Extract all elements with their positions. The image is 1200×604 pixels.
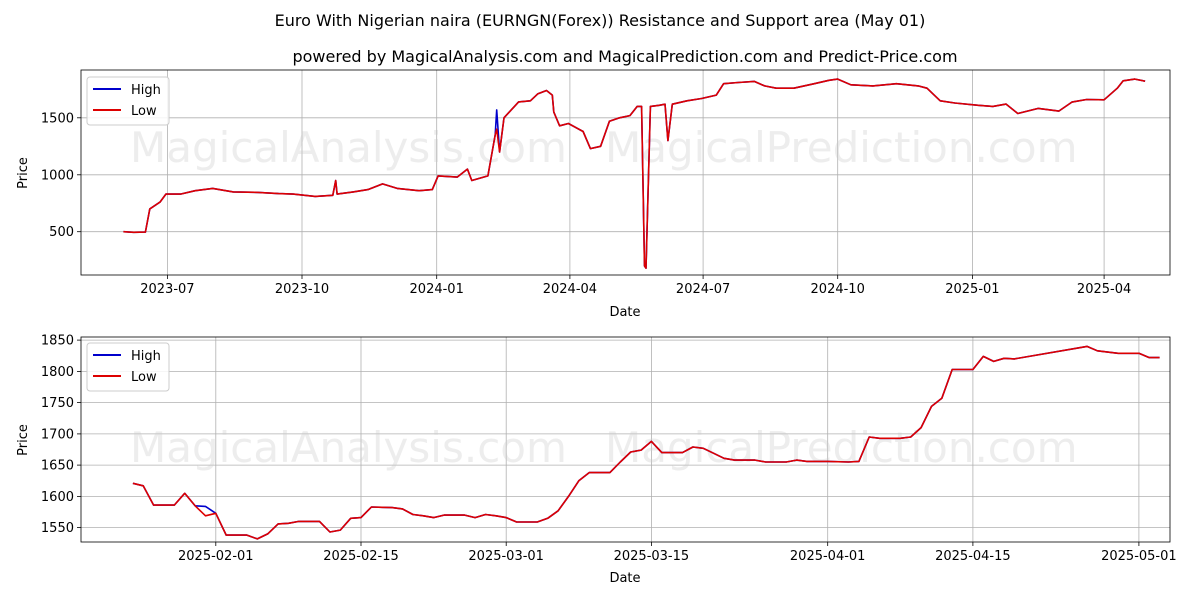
- bottom-legend: High Low: [86, 342, 170, 392]
- bottom-x-tick-label: 2025-03-01: [468, 549, 544, 564]
- bottom-x-tick-label: 2025-04-01: [790, 549, 866, 564]
- bottom-y-axis-label: Price: [16, 424, 31, 456]
- top-x-tick-label: 2025-04: [1077, 282, 1131, 297]
- bottom-plot-frame: [80, 336, 1171, 543]
- legend-low-label: Low: [131, 104, 157, 119]
- legend-low-label: Low: [131, 370, 157, 385]
- top-x-tick-label: 2025-01: [945, 282, 999, 297]
- watermark-prediction-top: MagicalPrediction.com: [605, 123, 1078, 172]
- bottom-y-tick-label: 1800: [41, 365, 74, 380]
- chart-subtitle: powered by MagicalAnalysis.com and Magic…: [292, 47, 957, 66]
- bottom-series-low-line: [132, 345, 1160, 540]
- watermark-analysis-top: MagicalAnalysis.com: [130, 123, 567, 172]
- chart-title: Euro With Nigerian naira (EURNGN(Forex))…: [275, 11, 926, 30]
- top-x-tick-label: 2024-01: [410, 282, 464, 297]
- legend-high-label: High: [131, 349, 161, 364]
- bottom-y-tick-label: 1600: [41, 490, 74, 505]
- top-y-tick-label: 500: [49, 225, 74, 240]
- bottom-x-tick-label: 2025-03-15: [614, 549, 690, 564]
- top-x-tick-label: 2023-07: [140, 282, 194, 297]
- bottom-x-tick-label: 2025-05-01: [1101, 549, 1177, 564]
- top-plot-frame: [80, 69, 1171, 276]
- top-x-tick-label: 2024-04: [543, 282, 597, 297]
- top-x-axis-label: Date: [609, 305, 640, 320]
- bottom-x-axis-label: Date: [609, 571, 640, 586]
- bottom-x-tick-label: 2025-02-15: [323, 549, 399, 564]
- top-x-tick-label: 2024-10: [811, 282, 865, 297]
- top-y-tick-label: 1500: [41, 111, 74, 126]
- top-series-high-line: [123, 78, 1146, 270]
- top-series-low-line: [123, 78, 1146, 270]
- watermark-prediction-bottom: MagicalPrediction.com: [605, 423, 1078, 472]
- bottom-y-tick-label: 1550: [41, 521, 74, 536]
- top-chart-panel: MagicalAnalysis.com MagicalPrediction.co…: [16, 69, 1171, 320]
- top-y-tick-label: 1000: [41, 168, 74, 183]
- legend-high-label: High: [131, 83, 161, 98]
- bottom-y-tick-label: 1750: [41, 396, 74, 411]
- top-x-tick-label: 2024-07: [676, 282, 730, 297]
- watermark-analysis-bottom: MagicalAnalysis.com: [130, 423, 567, 472]
- bottom-y-tick-label: 1650: [41, 459, 74, 474]
- top-y-axis-label: Price: [16, 157, 31, 189]
- bottom-chart-panel: MagicalAnalysis.com MagicalPrediction.co…: [16, 334, 1177, 586]
- bottom-y-tick-label: 1850: [41, 334, 74, 349]
- bottom-x-tick-label: 2025-02-01: [178, 549, 254, 564]
- bottom-y-tick-label: 1700: [41, 427, 74, 442]
- bottom-x-tick-label: 2025-04-15: [935, 549, 1011, 564]
- top-x-tick-label: 2023-10: [275, 282, 329, 297]
- top-legend: High Low: [86, 76, 170, 126]
